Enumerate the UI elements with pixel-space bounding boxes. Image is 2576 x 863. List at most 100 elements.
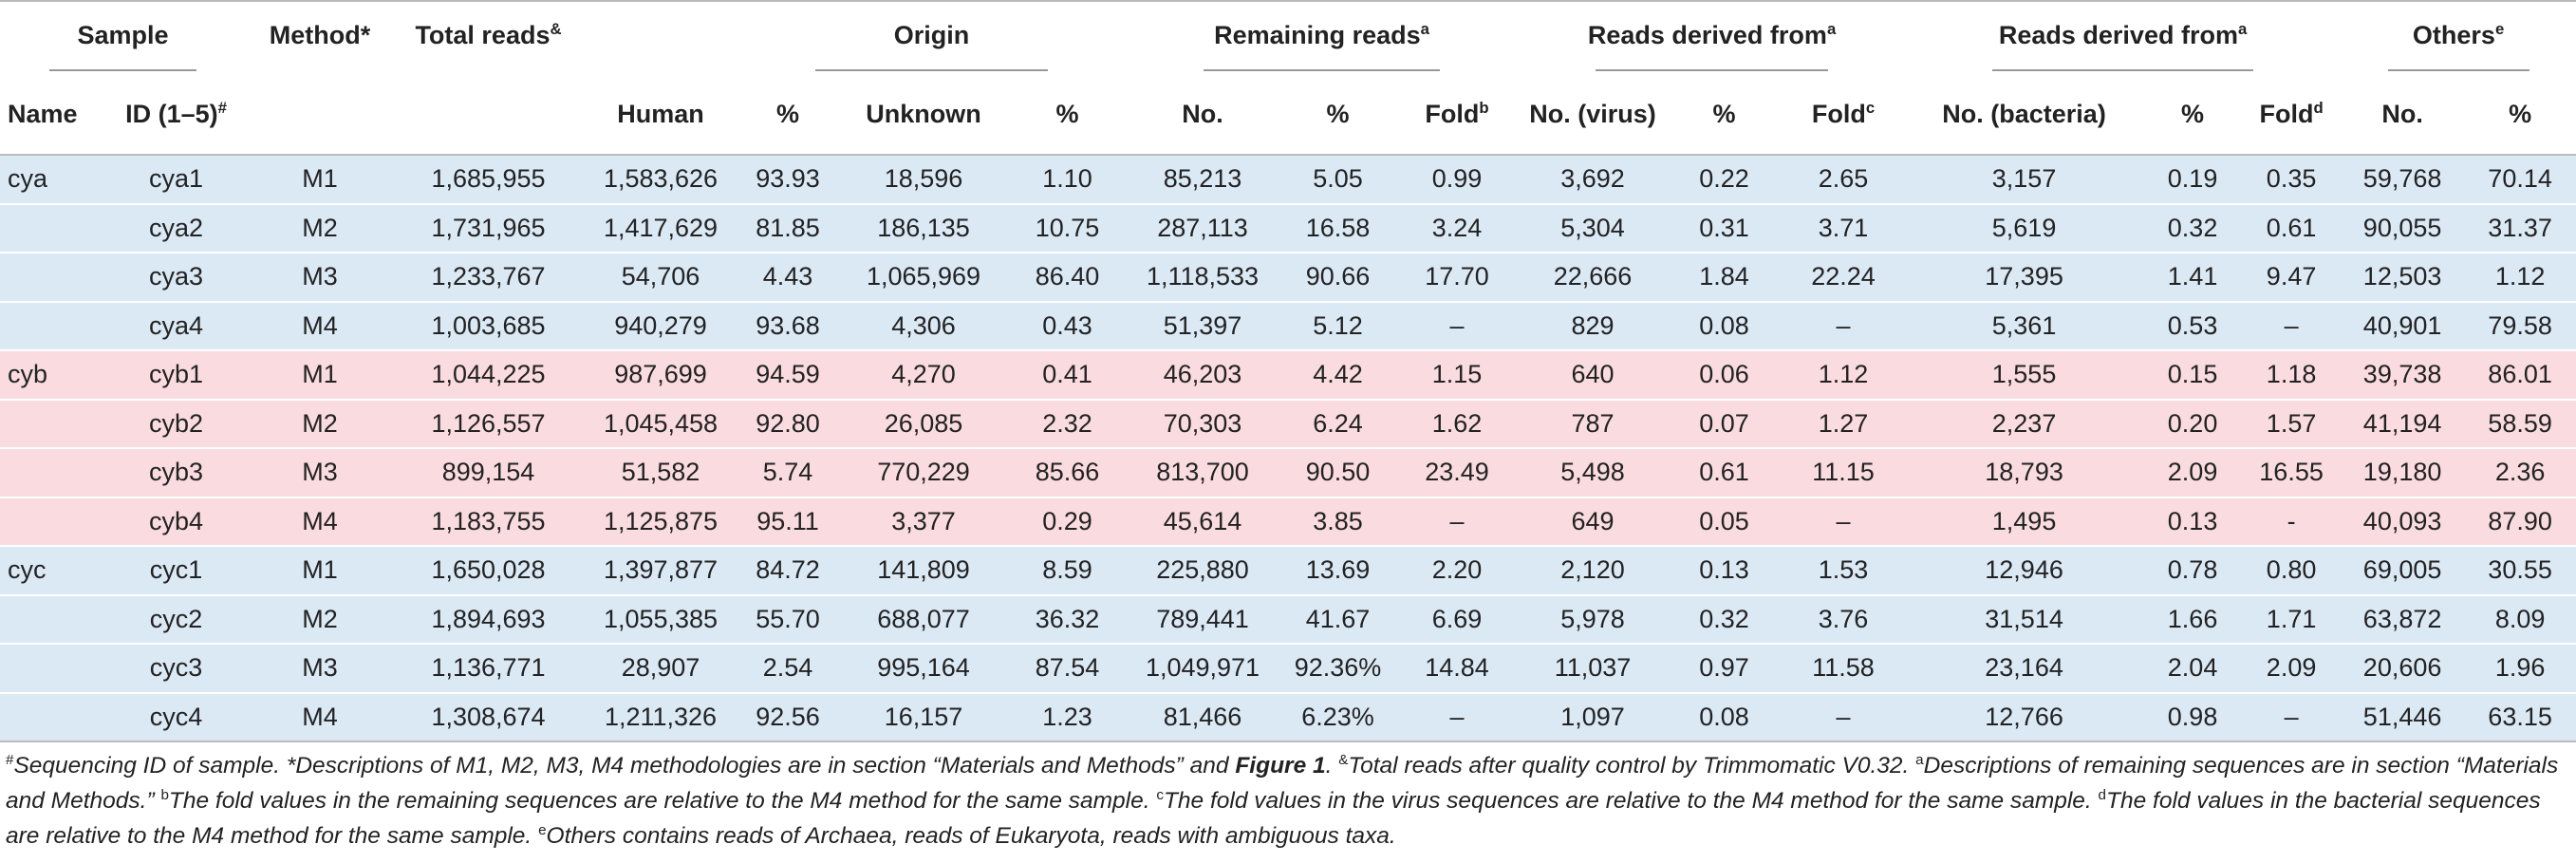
- header-text: %: [2509, 100, 2532, 128]
- table-cell: 770,229: [837, 448, 1011, 498]
- table-cell: 1,003,685: [394, 301, 584, 351]
- table-cell: 1,308,674: [394, 692, 584, 742]
- table-cell: 787: [1519, 399, 1668, 449]
- table-cell: cyc1: [106, 546, 247, 596]
- header-text: %: [1326, 100, 1350, 128]
- footnote-marker: a: [1826, 19, 1837, 38]
- table-cell: 18,793: [1905, 448, 2144, 498]
- header-text: No.: [2381, 100, 2423, 128]
- header-text: Others: [2412, 21, 2495, 49]
- table-cell: 1.18: [2242, 350, 2342, 401]
- table-cell: 829: [1519, 301, 1668, 351]
- table-cell: 55.70: [738, 594, 838, 645]
- table-cell: 1,894,693: [394, 594, 584, 645]
- table-cell: [0, 594, 106, 645]
- table-cell: 0.19: [2143, 155, 2243, 205]
- header-text: Name: [8, 100, 78, 128]
- table-row: cya cya1 M1 1,685,955 1,583,626 93.93 18,596 1.…: [0, 155, 2576, 205]
- table-cell: 5.12: [1280, 301, 1396, 351]
- table-cell: 0.13: [1667, 546, 1783, 596]
- table-cell: 3.85: [1280, 497, 1396, 547]
- table-cell: 46,203: [1125, 350, 1281, 401]
- header-text: %: [776, 100, 800, 128]
- table-cell: 13.69: [1280, 546, 1396, 596]
- table-row: cya3 M3 1,233,767 54,706 4.43 1,065,969 86.40 1…: [0, 253, 2576, 303]
- footnote-marker: c: [1865, 98, 1876, 117]
- table-cell: 1,125,875: [583, 497, 739, 547]
- table-cell: 90,055: [2341, 203, 2465, 253]
- table-cell: 2.09: [2242, 644, 2342, 694]
- table-cell: 2.20: [1395, 546, 1520, 596]
- table-cell: 0.99: [1395, 155, 1520, 205]
- footnote-marker: a: [2237, 19, 2248, 38]
- column-header: Foldb: [1395, 75, 1519, 155]
- table-cell: [0, 448, 106, 498]
- column-header: %: [738, 75, 837, 155]
- table-cell: 16.58: [1280, 203, 1396, 253]
- header-row: Sample Method* Total reads& Origin Remaining…: [0, 1, 2576, 75]
- table-cell: –: [1782, 301, 1906, 351]
- table-cell: 225,880: [1125, 546, 1281, 596]
- header-text: ID (1–5): [125, 100, 218, 128]
- table-cell: 79.58: [2464, 301, 2576, 351]
- table-cell: 5,498: [1519, 448, 1668, 498]
- table-cell: 11.58: [1782, 644, 1906, 694]
- table-cell: 69,005: [2341, 546, 2465, 596]
- table-cell: –: [1395, 692, 1520, 742]
- table-cell: –: [2242, 301, 2342, 351]
- table-cell: 40,901: [2341, 301, 2465, 351]
- table-cell: cyb3: [106, 448, 247, 498]
- table-cell: 1,049,971: [1125, 644, 1281, 694]
- table-cell: 1,685,955: [394, 155, 584, 205]
- column-header: %: [1280, 75, 1395, 155]
- table-cell: –: [1782, 692, 1906, 742]
- table-cell: cyb: [0, 350, 106, 401]
- table-cell: 1,126,557: [394, 399, 584, 449]
- table-row: cya2 M2 1,731,965 1,417,629 81.85 186,135 10.7…: [0, 203, 2576, 253]
- header-text: Reads derived from: [1998, 21, 2238, 49]
- table-cell: 85.66: [1010, 448, 1126, 498]
- table-cell: [0, 301, 106, 351]
- table-cell: [0, 203, 106, 253]
- column-header: ID (1–5)#: [106, 75, 246, 155]
- column-header: Foldc: [1782, 75, 1905, 155]
- table-cell: cyc3: [106, 644, 247, 694]
- table-cell: cya: [0, 155, 106, 205]
- table-cell: 287,113: [1125, 203, 1281, 253]
- table-cell: 63.15: [2464, 692, 2576, 742]
- table-cell: 1.66: [2143, 594, 2243, 645]
- table-cell: 5.05: [1280, 155, 1396, 205]
- table-cell: 28,907: [583, 644, 739, 694]
- table-row: cyc3 M3 1,136,771 28,907 2.54 995,164 87.54 1,0…: [0, 644, 2576, 694]
- table-cell: cya2: [106, 203, 247, 253]
- header-text: Method*: [269, 21, 371, 49]
- table-cell: 5,304: [1519, 203, 1668, 253]
- table-cell: 5,619: [1905, 203, 2144, 253]
- table-cell: 11,037: [1519, 644, 1668, 694]
- table-cell: [0, 644, 106, 694]
- table-cell: 3.24: [1395, 203, 1520, 253]
- table-cell: 85,213: [1125, 155, 1281, 205]
- table-cell: cya1: [106, 155, 247, 205]
- table-cell: 3,157: [1905, 155, 2144, 205]
- table-cell: 16,157: [837, 692, 1011, 742]
- footnote-marker: #: [217, 98, 227, 117]
- table-cell: 12,766: [1905, 692, 2144, 742]
- footnote-text: a: [1915, 751, 1924, 768]
- table-cell: 1,097: [1519, 692, 1668, 742]
- column-header: %: [2143, 75, 2242, 155]
- table-cell: 6.24: [1280, 399, 1396, 449]
- table-row: cya4 M4 1,003,685 940,279 93.68 4,306 0.43 51,3…: [0, 301, 2576, 351]
- table-cell: 5,361: [1905, 301, 2144, 351]
- table-cell: 45,614: [1125, 497, 1281, 547]
- group-header: Total reads&: [394, 1, 583, 75]
- column-header: Human: [583, 75, 738, 155]
- table-cell: 1,183,755: [394, 497, 584, 547]
- footnote-text: b: [160, 786, 169, 803]
- table-cell: cyb1: [106, 350, 247, 401]
- table-cell: M3: [246, 644, 395, 694]
- table-cell: 1,045,458: [583, 399, 739, 449]
- table-cell: 51,397: [1125, 301, 1281, 351]
- table-cell: [0, 692, 106, 742]
- table-cell: 789,441: [1125, 594, 1281, 645]
